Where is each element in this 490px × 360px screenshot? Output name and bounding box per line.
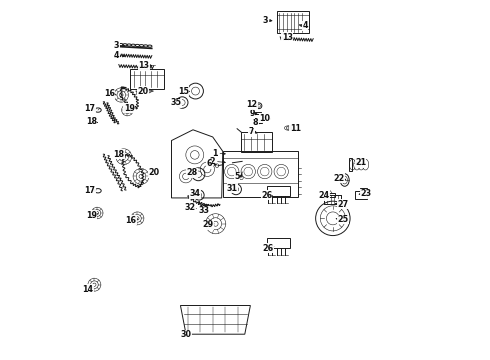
Bar [324, 195, 341, 204]
Text: 32: 32 [185, 203, 196, 212]
Text: 28: 28 [186, 168, 197, 177]
Text: 26: 26 [261, 190, 272, 199]
Bar [267, 238, 290, 248]
Text: 19: 19 [86, 211, 97, 220]
Text: 17: 17 [85, 104, 96, 113]
Text: 27: 27 [337, 200, 348, 209]
Bar [248, 130, 253, 132]
Text: 21: 21 [355, 158, 366, 167]
Bar [255, 112, 261, 114]
Text: 2: 2 [209, 157, 215, 166]
Text: 35: 35 [171, 98, 182, 107]
Text: 4: 4 [114, 51, 120, 60]
Text: 13: 13 [138, 61, 149, 70]
Text: 22: 22 [333, 174, 344, 183]
Text: 10: 10 [259, 114, 270, 123]
Text: 11: 11 [290, 123, 301, 132]
Text: 26: 26 [263, 244, 274, 253]
Text: 24: 24 [318, 191, 329, 200]
Text: 1: 1 [212, 149, 217, 158]
Bar [349, 158, 352, 171]
Text: 30: 30 [180, 330, 191, 339]
Text: 3: 3 [263, 16, 268, 25]
Bar [267, 186, 290, 196]
Text: 33: 33 [198, 206, 209, 215]
Text: 9: 9 [249, 109, 255, 118]
Bar [130, 69, 164, 89]
Bar [223, 150, 298, 197]
Text: 3: 3 [114, 41, 120, 50]
Text: 19: 19 [123, 104, 135, 113]
Bar [328, 193, 335, 197]
Bar [242, 132, 272, 152]
Text: 14: 14 [82, 285, 94, 294]
Bar [257, 120, 262, 123]
Text: 16: 16 [125, 216, 136, 225]
Text: 23: 23 [361, 189, 372, 198]
Text: 8: 8 [253, 118, 259, 127]
Text: 5: 5 [234, 172, 240, 181]
Text: 20: 20 [137, 86, 148, 95]
Text: 31: 31 [227, 184, 238, 193]
Text: 4: 4 [302, 21, 308, 30]
Text: 15: 15 [178, 86, 189, 95]
Bar [276, 12, 309, 33]
Text: 18: 18 [113, 150, 124, 159]
Text: 17: 17 [85, 185, 96, 194]
Text: 20: 20 [148, 168, 160, 177]
Text: 12: 12 [246, 100, 257, 109]
Text: 7: 7 [249, 127, 254, 136]
Text: 34: 34 [189, 189, 200, 198]
Text: 18: 18 [86, 117, 97, 126]
Text: 13: 13 [282, 33, 293, 42]
Text: 29: 29 [203, 220, 214, 229]
Text: 25: 25 [337, 215, 348, 224]
Text: 16: 16 [104, 89, 115, 98]
Text: 6: 6 [206, 159, 212, 168]
